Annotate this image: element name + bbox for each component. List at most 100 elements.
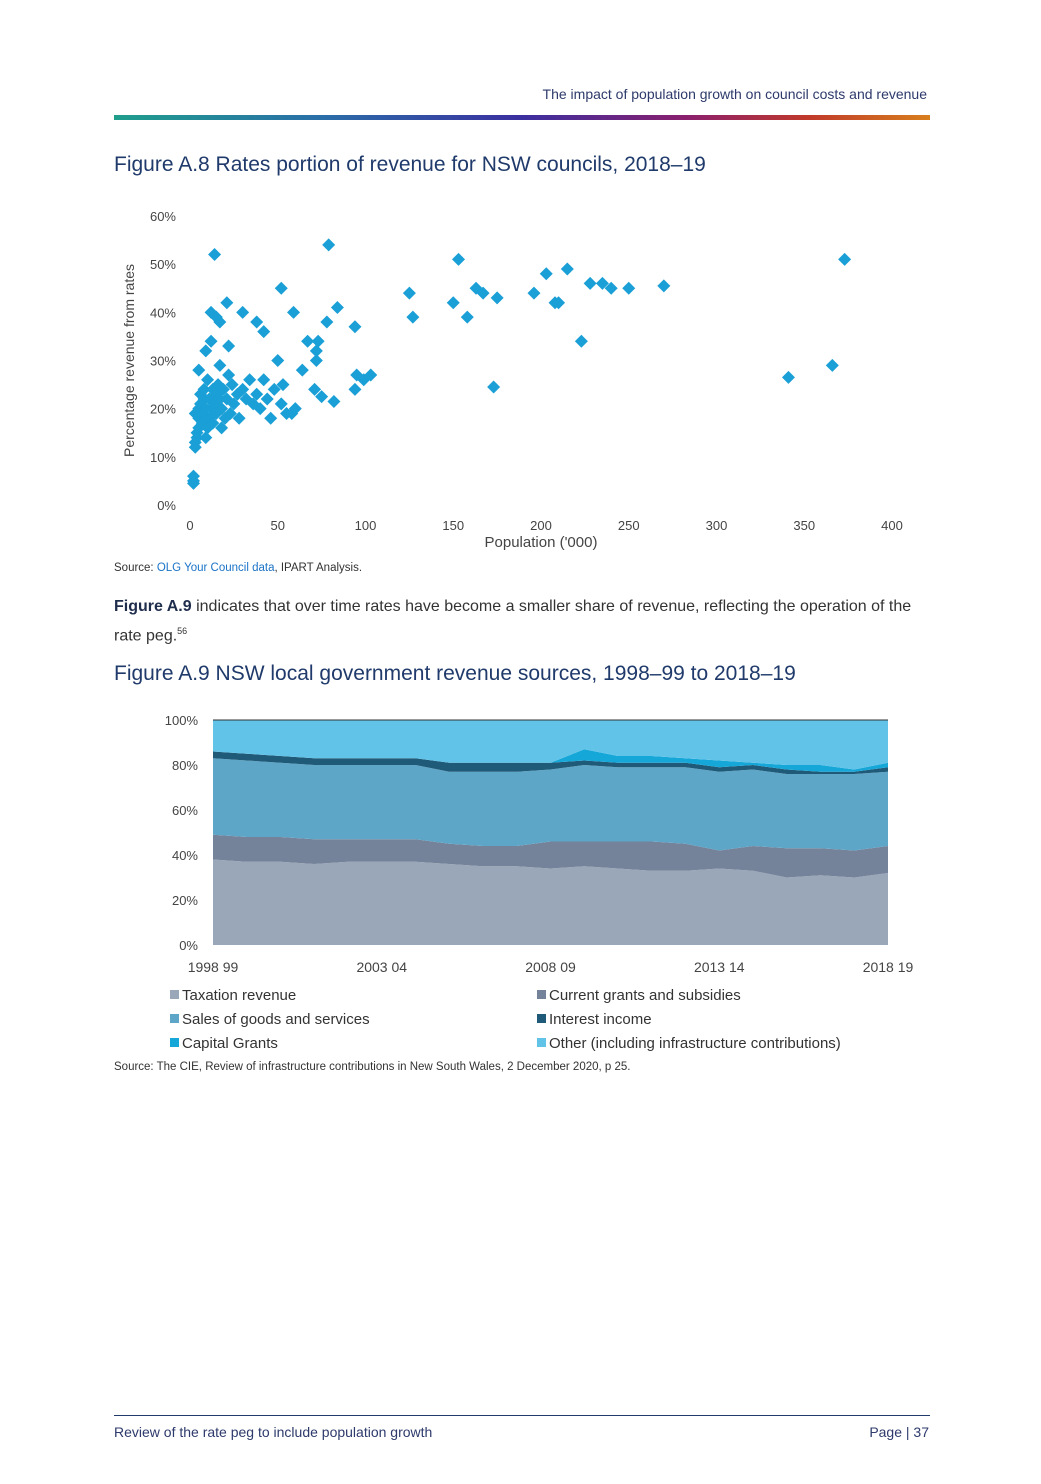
x-tick-label: 0 (186, 518, 193, 533)
page-header: The impact of population growth on counc… (542, 86, 927, 102)
footnote-ref[interactable]: 56 (177, 626, 188, 636)
legend-label: Other (including infrastructure contribu… (549, 1035, 841, 1052)
scatter-point (215, 402, 229, 416)
y-tick-label: 10% (150, 450, 176, 465)
scatter-point (232, 411, 246, 425)
paragraph-bold-ref: Figure A.9 (114, 598, 192, 615)
legend-item: Taxation revenue (170, 987, 296, 1004)
x-tick-label: 250 (618, 518, 640, 533)
scatter-point (197, 382, 211, 396)
scatter-point (452, 252, 466, 266)
y-tick-label: 60% (150, 209, 176, 224)
scatter-point (260, 392, 274, 406)
scatter-point (243, 373, 257, 387)
scatter-point (236, 382, 250, 396)
y-tick-label: 50% (150, 257, 176, 272)
legend-label: Sales of goods and services (182, 1011, 370, 1028)
page-number: Page | 37 (869, 1424, 929, 1440)
scatter-point (213, 315, 227, 329)
y-tick-label: 40% (172, 848, 198, 863)
scatter-point (287, 305, 301, 319)
x-tick-label: 200 (530, 518, 552, 533)
y-tick-label: 0% (157, 498, 176, 513)
x-tick-label: 2008 09 (525, 959, 576, 975)
y-tick-label: 40% (150, 305, 176, 320)
scatter-point (295, 363, 309, 377)
scatter-point (348, 320, 362, 334)
legend-label: Current grants and subsidies (549, 987, 741, 1004)
scatter-point (476, 286, 490, 300)
scatter-point (406, 310, 420, 324)
scatter-point (487, 380, 501, 394)
y-tick-label: 0% (179, 938, 198, 953)
scatter-point (274, 281, 288, 295)
x-tick-label: 400 (881, 518, 903, 533)
source-prefix: Source: (114, 562, 157, 574)
source-suffix: , IPART Analysis. (274, 562, 363, 574)
legend-swatch (170, 990, 179, 999)
figure-a9-source: Source: The CIE, Review of infrastructur… (114, 1061, 631, 1073)
scatter-point (311, 334, 325, 348)
scatter-point (223, 406, 237, 420)
scatter-point (264, 411, 278, 425)
x-tick-label: 300 (706, 518, 728, 533)
scatter-chart: 0% 10% 20% 30% 40% 50% 60% 0 50 100 150 200 250 300 35… (121, 209, 903, 551)
scatter-point (288, 402, 302, 416)
y-tick-label: 20% (150, 402, 176, 417)
figure-a9-title: Figure A.9 NSW local government revenue … (114, 662, 796, 685)
footer-divider (114, 1415, 930, 1416)
scatter-point (201, 373, 215, 387)
y-tick-label: 30% (150, 354, 176, 369)
y-tick-label: 60% (172, 803, 198, 818)
scatter-point (271, 354, 285, 367)
scatter-point (539, 267, 553, 281)
scatter-point (225, 378, 239, 392)
scatter-point (574, 334, 588, 348)
figure-a8-source: Source: OLG Your Council data, IPART Ana… (114, 562, 362, 574)
x-tick-label: 2003 04 (356, 959, 407, 975)
x-tick-label: 1998 99 (188, 959, 239, 975)
y-tick-label: 100% (165, 713, 199, 728)
scatter-point (236, 305, 250, 319)
scatter-point (227, 397, 241, 411)
scatter-point (206, 416, 220, 430)
legend-swatch (170, 1038, 179, 1047)
scatter-point (276, 378, 290, 392)
area-series (213, 720, 888, 770)
scatter-point (250, 387, 264, 401)
scatter-point (309, 354, 323, 367)
scatter-point (192, 363, 206, 377)
scatter-point (308, 382, 322, 396)
legend-item: Interest income (537, 1011, 652, 1028)
scatter-point (490, 291, 504, 305)
scatter-point (199, 344, 213, 358)
legend-label: Capital Grants (182, 1035, 278, 1052)
legend-swatch (170, 1014, 179, 1023)
scatter-point (267, 382, 281, 396)
legend-item: Current grants and subsidies (537, 987, 741, 1004)
scatter-point (527, 286, 541, 300)
scatter-point (204, 305, 218, 319)
paragraph-text: indicates that over time rates have beco… (114, 598, 912, 645)
scatter-point (460, 310, 474, 324)
scatter-point (253, 402, 267, 416)
scatter-point (218, 411, 232, 425)
scatter-point (622, 281, 636, 295)
scatter-point (274, 397, 288, 411)
scatter-point (350, 368, 364, 382)
scatter-point (330, 301, 344, 315)
x-tick-label: 2013 14 (694, 959, 745, 975)
legend-item: Capital Grants (170, 1035, 278, 1052)
scatter-point (208, 248, 222, 262)
source-link[interactable]: OLG Your Council data (156, 562, 275, 574)
x-tick-label: 2018 19 (863, 959, 914, 975)
area-series (213, 834, 888, 878)
scatter-point (327, 394, 341, 408)
scatter-point (309, 344, 323, 358)
legend-swatch (537, 1014, 546, 1023)
scatter-point (301, 334, 315, 348)
legend-label: Taxation revenue (182, 987, 297, 1004)
scatter-point (220, 296, 234, 310)
scatter-point (257, 373, 271, 387)
y-tick-label: 80% (172, 758, 198, 773)
